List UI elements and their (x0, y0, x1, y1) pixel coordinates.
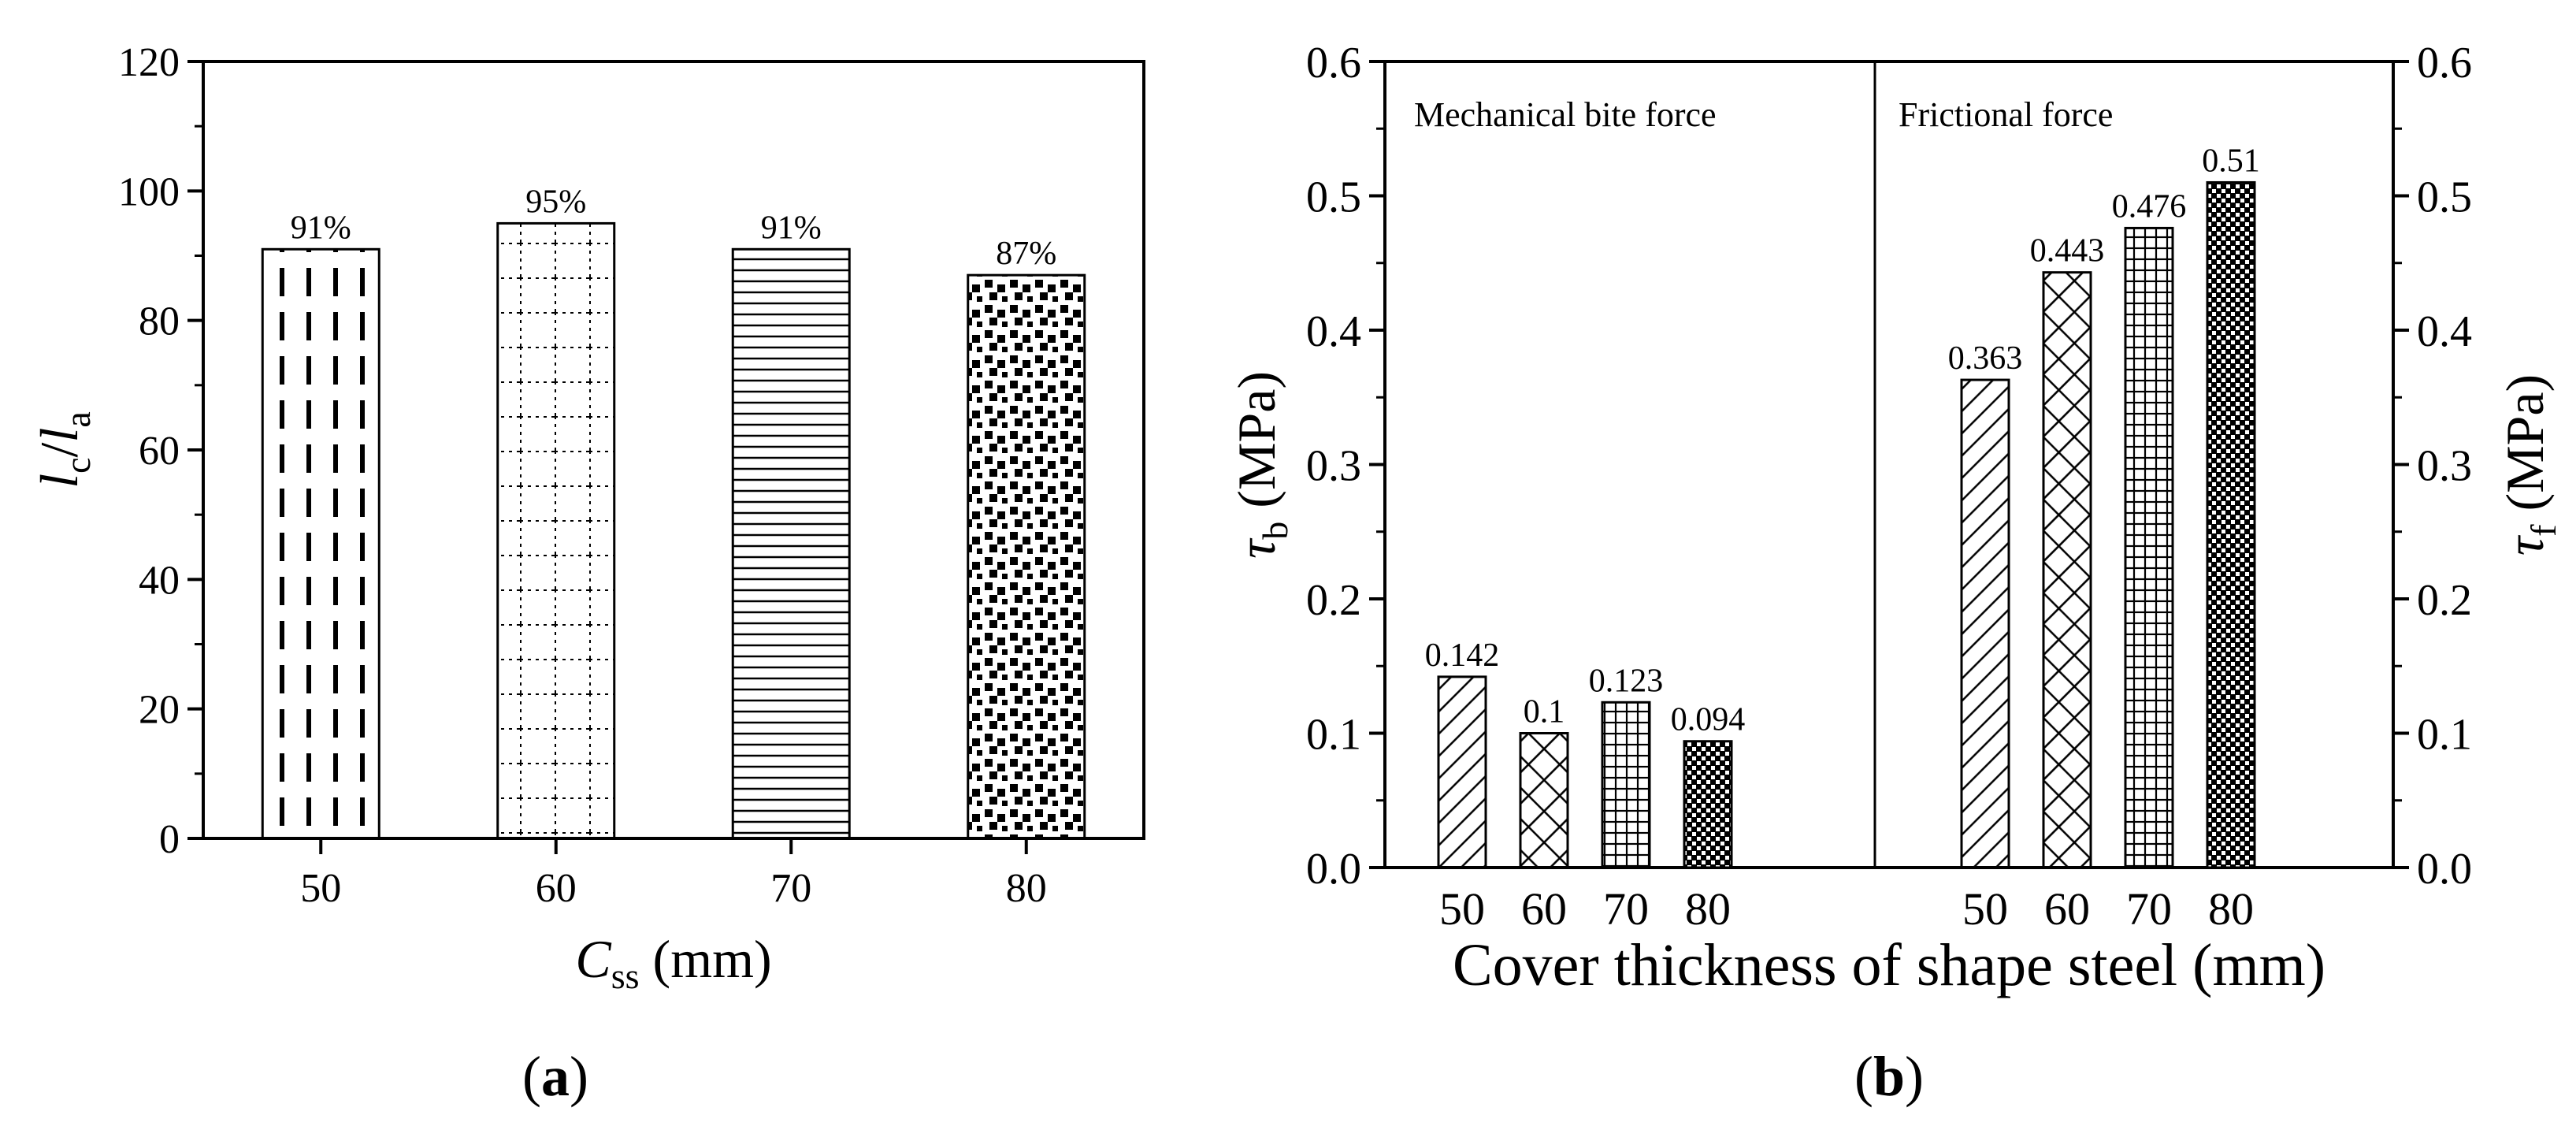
bar (1437, 675, 1487, 869)
y-tick-label: 0 (159, 817, 180, 862)
bar (2042, 271, 2092, 869)
bar (967, 273, 1086, 840)
x-tick-label: 60 (1521, 883, 1567, 935)
left-y-tick-label: 0.1 (1306, 711, 1361, 760)
bar (2206, 180, 2256, 869)
panel-a-data-labels: 91% 95% 91% 87% (291, 184, 1057, 272)
panel-b-caption: (b) (1854, 1045, 1924, 1108)
y-tick-label: 60 (139, 429, 180, 474)
x-tick-label: 70 (1603, 883, 1649, 935)
bar (1601, 701, 1651, 869)
x-tick-label: 80 (2208, 883, 2254, 935)
panel-a-x-axis-label: Css (mm) (575, 929, 771, 996)
group-label-mechanical-bite-force: Mechanical bite force (1414, 95, 1717, 134)
panel-b-right-y-axis-label: τf (MPa) (2495, 374, 2563, 556)
data-label: 0.142 (1425, 637, 1500, 674)
panel-a-bars (261, 221, 1086, 840)
y-tick-label: 20 (139, 688, 180, 733)
left-y-tick-label: 0.6 (1306, 39, 1361, 87)
left-y-tick-label: 0.3 (1306, 442, 1361, 491)
bar (496, 221, 616, 840)
y-tick-label: 40 (139, 558, 180, 603)
panel-b: Mechanical bite force Frictional force 0… (1227, 39, 2563, 1108)
panel-b-left-y-axis-label: τb (MPa) (1227, 371, 1295, 559)
right-y-tick-label: 0.0 (2417, 845, 2472, 894)
data-label: 0.1 (1524, 694, 1565, 730)
data-label: 95% (525, 184, 586, 220)
x-tick-label: 60 (536, 866, 577, 911)
right-y-tick-label: 0.5 (2417, 173, 2472, 222)
panel-a-ticks: 0 20 40 60 80 100 120 50 60 70 80 (118, 40, 1047, 911)
bar (1683, 740, 1733, 869)
x-tick-label: 70 (2126, 883, 2172, 935)
x-tick-label: 80 (1685, 883, 1731, 935)
data-label: 0.51 (2202, 143, 2260, 179)
data-label: 0.123 (1589, 663, 1664, 699)
panel-b-x-axis-label: Cover thickness of shape steel (mm) (1453, 932, 2325, 998)
data-label: 87% (996, 236, 1056, 272)
panel-a-caption: (a) (522, 1045, 588, 1108)
left-y-tick-label: 0.5 (1306, 173, 1361, 222)
bar (1519, 732, 1569, 869)
bar (731, 247, 851, 840)
right-y-tick-label: 0.6 (2417, 39, 2472, 87)
panel-a-y-axis-label: lc/la (29, 411, 98, 489)
panel-b-ticks: 0.0 0.0 0.1 0.1 0.2 0.2 0.3 0.3 0.4 0.4 0.5 0.5 0.6 0… (1306, 39, 2472, 935)
bar (261, 247, 380, 840)
x-tick-label: 50 (300, 866, 341, 911)
data-label: 0.363 (1948, 340, 2023, 377)
right-y-tick-label: 0.3 (2417, 442, 2472, 491)
x-tick-label: 70 (770, 866, 811, 911)
group-label-frictional-force: Frictional force (1899, 95, 2113, 134)
data-label: 0.476 (2112, 188, 2187, 225)
x-tick-label: 50 (1439, 883, 1485, 935)
panel-a: 0 20 40 60 80 100 120 50 60 70 80 91% 95% 91% 87% lc/… (29, 40, 1145, 1108)
bar (2124, 226, 2174, 869)
x-tick-label: 60 (2044, 883, 2090, 935)
left-y-tick-label: 0.2 (1306, 576, 1361, 625)
x-tick-label: 50 (1962, 883, 2008, 935)
left-y-tick-label: 0.4 (1306, 307, 1361, 356)
right-y-tick-label: 0.2 (2417, 576, 2472, 625)
bar (1960, 378, 2010, 869)
x-tick-label: 80 (1006, 866, 1047, 911)
y-tick-label: 80 (139, 299, 180, 344)
left-y-tick-label: 0.0 (1306, 845, 1361, 894)
y-tick-label: 100 (118, 169, 180, 214)
right-y-tick-label: 0.1 (2417, 711, 2472, 760)
data-label: 0.443 (2030, 233, 2105, 269)
y-tick-label: 120 (118, 40, 180, 85)
data-label: 91% (291, 210, 351, 246)
panel-b-bars (1437, 180, 2256, 869)
right-y-tick-label: 0.4 (2417, 307, 2472, 356)
data-label: 91% (761, 210, 822, 246)
data-label: 0.094 (1671, 702, 1746, 738)
